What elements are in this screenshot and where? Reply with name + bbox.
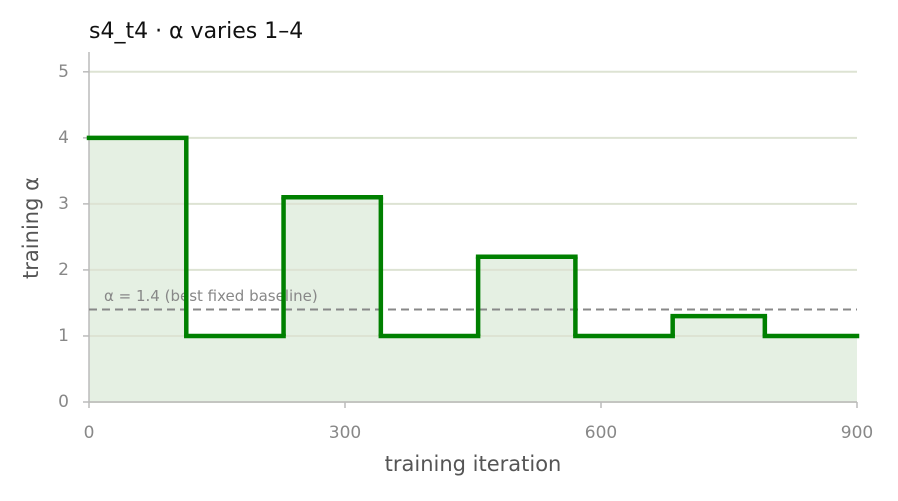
x-tick-label: 0 <box>84 423 95 443</box>
y-tick-label: 5 <box>58 62 69 82</box>
y-axis-label: training α <box>19 177 43 279</box>
x-tick-label: 300 <box>329 423 361 443</box>
y-tick-label: 3 <box>58 194 69 214</box>
y-tick-label: 4 <box>58 128 69 148</box>
y-tick-label: 2 <box>58 260 69 280</box>
chart-title: s4_t4 · α varies 1–4 <box>89 19 303 44</box>
x-tick-label: 900 <box>841 423 873 443</box>
y-tick-label: 0 <box>58 392 69 412</box>
x-axis-label: training iteration <box>385 452 562 476</box>
x-tick-label: 600 <box>585 423 617 443</box>
reference-label: α = 1.4 (best fixed baseline) <box>104 287 318 305</box>
y-tick-label: 1 <box>58 326 69 346</box>
